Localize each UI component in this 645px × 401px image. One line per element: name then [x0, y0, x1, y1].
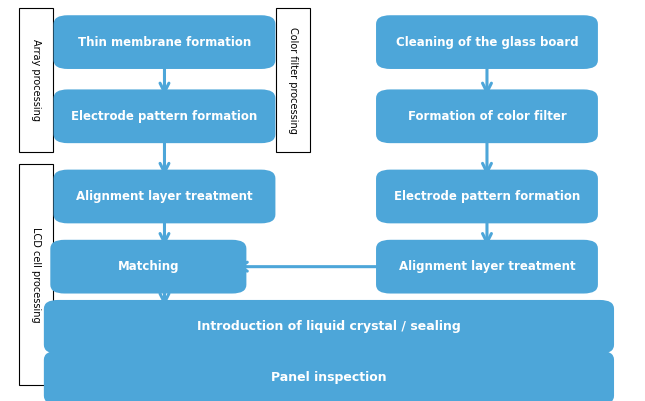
FancyBboxPatch shape: [44, 351, 614, 401]
FancyBboxPatch shape: [376, 15, 598, 69]
Bar: [276, 8, 310, 152]
Text: Alignment layer treatment: Alignment layer treatment: [399, 260, 575, 273]
Text: Formation of color filter: Formation of color filter: [408, 110, 566, 123]
Text: Panel inspection: Panel inspection: [271, 371, 387, 384]
FancyBboxPatch shape: [54, 89, 275, 143]
FancyBboxPatch shape: [54, 170, 275, 223]
Bar: [19, 164, 53, 385]
Text: Electrode pattern formation: Electrode pattern formation: [394, 190, 580, 203]
Text: Thin membrane formation: Thin membrane formation: [78, 36, 251, 49]
FancyBboxPatch shape: [376, 170, 598, 223]
Bar: [19, 8, 53, 152]
FancyBboxPatch shape: [376, 89, 598, 143]
Text: Matching: Matching: [117, 260, 179, 273]
FancyBboxPatch shape: [44, 300, 614, 354]
FancyBboxPatch shape: [50, 240, 246, 294]
Text: Array processing: Array processing: [31, 39, 41, 121]
Text: Introduction of liquid crystal / sealing: Introduction of liquid crystal / sealing: [197, 320, 461, 333]
Text: LCD cell processing: LCD cell processing: [31, 227, 41, 322]
FancyBboxPatch shape: [54, 15, 275, 69]
Text: Color filter processing: Color filter processing: [288, 27, 298, 134]
FancyBboxPatch shape: [376, 240, 598, 294]
Text: Cleaning of the glass board: Cleaning of the glass board: [395, 36, 579, 49]
Text: Electrode pattern formation: Electrode pattern formation: [72, 110, 257, 123]
Text: Alignment layer treatment: Alignment layer treatment: [76, 190, 253, 203]
